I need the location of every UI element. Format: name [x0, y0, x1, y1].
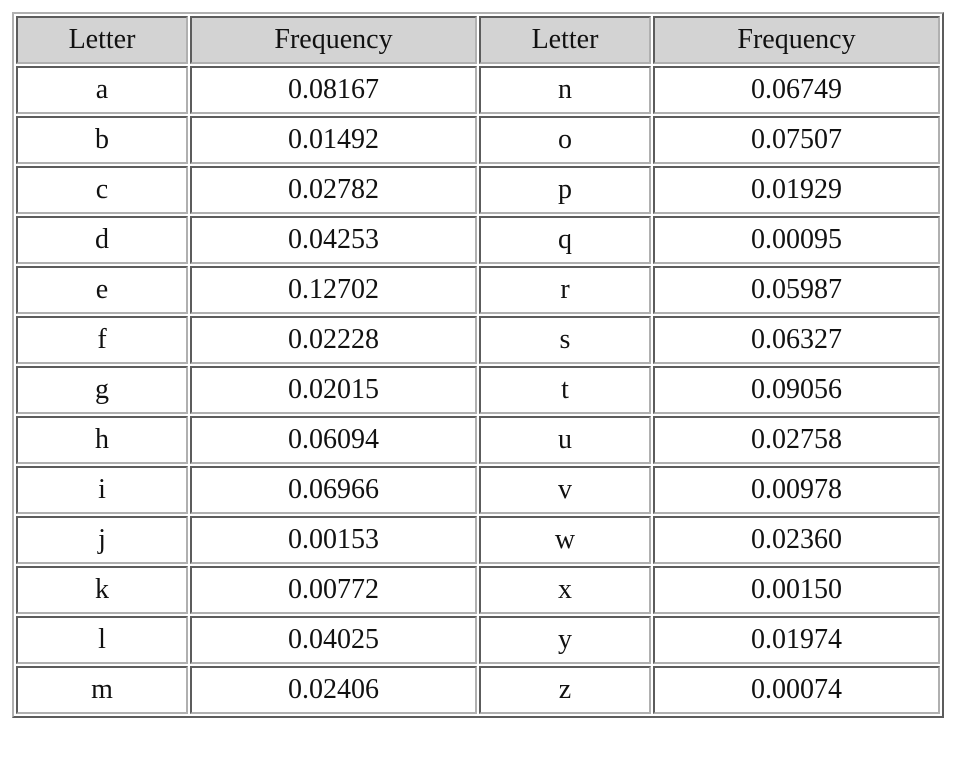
letter-cell: w — [479, 516, 651, 564]
letter-cell: u — [479, 416, 651, 464]
frequency-cell: 0.09056 — [653, 366, 940, 414]
frequency-cell: 0.04025 — [190, 616, 477, 664]
table-row: k 0.00772 x 0.00150 — [16, 566, 940, 614]
table-row: a 0.08167 n 0.06749 — [16, 66, 940, 114]
table-row: m 0.02406 z 0.00074 — [16, 666, 940, 714]
letter-cell: d — [16, 216, 188, 264]
frequency-cell: 0.00772 — [190, 566, 477, 614]
frequency-cell: 0.00074 — [653, 666, 940, 714]
frequency-cell: 0.12702 — [190, 266, 477, 314]
header-cell: Letter — [16, 16, 188, 64]
letter-cell: p — [479, 166, 651, 214]
letter-cell: a — [16, 66, 188, 114]
frequency-cell: 0.06966 — [190, 466, 477, 514]
frequency-cell: 0.02360 — [653, 516, 940, 564]
table-row: g 0.02015 t 0.09056 — [16, 366, 940, 414]
frequency-cell: 0.00978 — [653, 466, 940, 514]
letter-cell: v — [479, 466, 651, 514]
letter-cell: b — [16, 116, 188, 164]
letter-cell: g — [16, 366, 188, 414]
frequency-cell: 0.02782 — [190, 166, 477, 214]
frequency-cell: 0.07507 — [653, 116, 940, 164]
table-row: i 0.06966 v 0.00978 — [16, 466, 940, 514]
frequency-cell: 0.06749 — [653, 66, 940, 114]
letter-cell: y — [479, 616, 651, 664]
table-row: e 0.12702 r 0.05987 — [16, 266, 940, 314]
letter-cell: e — [16, 266, 188, 314]
frequency-cell: 0.08167 — [190, 66, 477, 114]
letter-cell: j — [16, 516, 188, 564]
frequency-table: Letter Frequency Letter Frequency a 0.08167 n… — [12, 12, 944, 718]
letter-cell: i — [16, 466, 188, 514]
table-row: j 0.00153 w 0.02360 — [16, 516, 940, 564]
table-row: f 0.02228 s 0.06327 — [16, 316, 940, 364]
letter-cell: o — [479, 116, 651, 164]
letter-cell: f — [16, 316, 188, 364]
header-cell: Frequency — [190, 16, 477, 64]
frequency-cell: 0.00150 — [653, 566, 940, 614]
header-row: Letter Frequency Letter Frequency — [16, 16, 940, 64]
letter-cell: l — [16, 616, 188, 664]
frequency-cell: 0.01492 — [190, 116, 477, 164]
frequency-cell: 0.00095 — [653, 216, 940, 264]
frequency-cell: 0.06327 — [653, 316, 940, 364]
letter-cell: h — [16, 416, 188, 464]
table-row: d 0.04253 q 0.00095 — [16, 216, 940, 264]
frequency-cell: 0.02758 — [653, 416, 940, 464]
frequency-cell: 0.01929 — [653, 166, 940, 214]
letter-cell: x — [479, 566, 651, 614]
letter-cell: c — [16, 166, 188, 214]
letter-cell: t — [479, 366, 651, 414]
frequency-cell: 0.06094 — [190, 416, 477, 464]
frequency-cell: 0.04253 — [190, 216, 477, 264]
letter-cell: s — [479, 316, 651, 364]
letter-cell: n — [479, 66, 651, 114]
letter-cell: m — [16, 666, 188, 714]
letter-cell: z — [479, 666, 651, 714]
table-row: h 0.06094 u 0.02758 — [16, 416, 940, 464]
table-row: b 0.01492 o 0.07507 — [16, 116, 940, 164]
frequency-cell: 0.02228 — [190, 316, 477, 364]
frequency-cell: 0.01974 — [653, 616, 940, 664]
frequency-cell: 0.02406 — [190, 666, 477, 714]
header-cell: Frequency — [653, 16, 940, 64]
table-row: l 0.04025 y 0.01974 — [16, 616, 940, 664]
table-row: c 0.02782 p 0.01929 — [16, 166, 940, 214]
letter-cell: r — [479, 266, 651, 314]
frequency-cell: 0.05987 — [653, 266, 940, 314]
header-cell: Letter — [479, 16, 651, 64]
frequency-cell: 0.02015 — [190, 366, 477, 414]
letter-cell: k — [16, 566, 188, 614]
letter-cell: q — [479, 216, 651, 264]
frequency-cell: 0.00153 — [190, 516, 477, 564]
